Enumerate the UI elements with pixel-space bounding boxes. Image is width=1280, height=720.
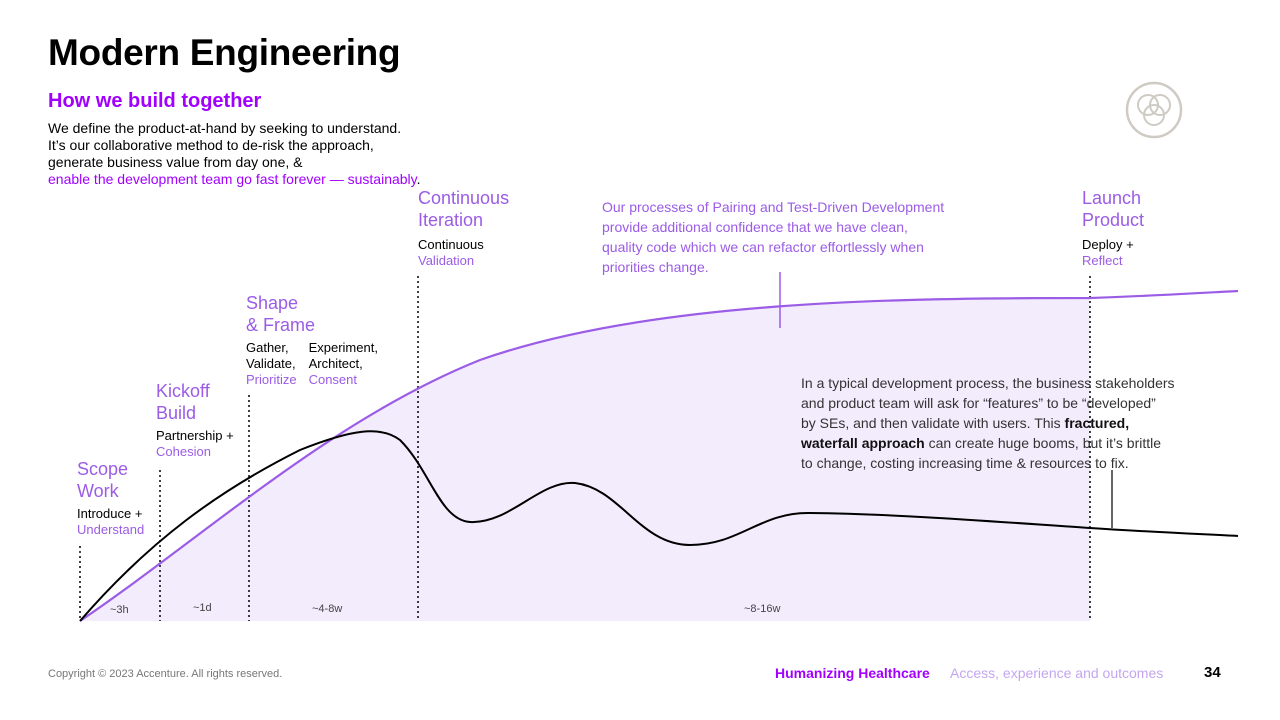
stage-shape-col-a: Gather, Validate, Prioritize [246,340,297,388]
tdd-callout-line-1: Our processes of Pairing and Test-Driven… [602,199,945,215]
duration-iteration: ~8-16w [744,603,781,615]
stage-launch-desc-2: Reflect [1082,253,1123,268]
stage-iteration-desc-1: Continuous [418,237,484,252]
stage-shape-col-a-2: Validate, [246,356,296,371]
stage-shape-col-b: Experiment, Architect, Consent [309,340,378,388]
stage-kickoff-title-1: Kickoff [156,381,210,401]
stage-iteration: Continuous Iteration Continuous Validati… [418,187,509,269]
tdd-callout: Our processes of Pairing and Test-Driven… [602,197,1002,277]
stage-launch: Launch Product Deploy + Reflect [1082,187,1144,269]
stage-shape-col-a-3: Prioritize [246,372,297,387]
stage-iteration-title-2: Iteration [418,210,484,230]
stage-shape-col-a-1: Gather, [246,340,289,355]
stage-scope: Scope Work Introduce + Understand [77,458,144,538]
waterfall-line-2: and product team will ask for “features”… [801,395,1156,411]
stage-kickoff-title-2: Build [156,403,197,423]
waterfall-curve [79,430,1239,622]
waterfall-line-1: In a typical development process, the bu… [801,375,1175,391]
footer-copyright: Copyright © 2023 Accenture. All rights r… [48,668,283,680]
stage-iteration-title-1: Continuous [418,188,510,208]
interlocking-circles-icon [1125,81,1183,139]
purple-curve-area [80,298,1090,621]
waterfall-line-5: to change, costing increasing time & res… [801,455,1129,471]
waterfall-line-3a: by SEs, and then validate with users. Th… [801,415,1065,431]
stage-shape-title-1: Shape [246,293,299,313]
waterfall-line-4: waterfall approach can create huge booms… [801,433,1231,453]
page-subtitle: How we build together [48,90,262,112]
stage-kickoff-desc-2: Cohesion [156,444,211,459]
stage-shape-col-b-1: Experiment, [308,340,378,355]
stage-iteration-desc-2: Validation [418,253,475,268]
tdd-callout-line-3: quality code which we can refactor effor… [602,239,924,255]
page-title: Modern Engineering [48,32,401,73]
waterfall-line-4b: can create huge booms, but it’s brittle [924,435,1162,451]
waterfall-line-3: by SEs, and then validate with users. Th… [801,413,1231,433]
stage-launch-title-1: Launch [1082,188,1142,208]
waterfall-callout: In a typical development process, the bu… [801,373,1231,473]
intro-period: . [416,171,421,187]
waterfall-line-4a: waterfall approach [801,435,925,451]
stage-scope-desc-2: Understand [77,522,145,537]
stage-shape-col-b-3: Consent [308,372,357,387]
stage-scope-desc-1: Introduce + [77,506,143,521]
duration-scope: ~3h [110,604,129,616]
stage-scope-title-1: Scope [77,459,129,479]
stage-kickoff-desc-1: Partnership + [156,428,234,443]
tdd-callout-line-2: provide additional confidence that we ha… [602,219,908,235]
stage-launch-desc-1: Deploy + [1082,237,1134,252]
footer-tagline: Access, experience and outcomes [950,665,1164,681]
intro-line-3: generate business value from day one, & [48,154,303,170]
tdd-callout-line-4: priorities change. [602,259,709,275]
sustainable-growth-curve [79,289,1239,622]
stage-launch-title-2: Product [1082,210,1145,230]
stage-shape-title-2: & Frame [246,315,316,335]
footer-brand: Humanizing Healthcare [775,665,930,681]
intro-line-2: It’s our collaborative method to de-risk… [48,137,374,153]
duration-kickoff: ~1d [193,602,212,614]
page-number: 34 [1204,664,1221,681]
stage-shape-col-b-2: Architect, [308,356,363,371]
duration-shape: ~4-8w [312,603,343,615]
waterfall-line-3b: fractured, [1064,415,1130,431]
intro-line-1: We define the product-at-hand by seeking… [48,120,402,136]
intro-highlight: enable the development team go fast fore… [48,171,417,187]
stage-scope-title-2: Work [77,481,119,501]
stage-kickoff: Kickoff Build Partnership + Cohesion [156,380,234,460]
intro-text: We define the product-at-hand by seeking… [48,120,528,188]
stage-shape: Shape & Frame Gather, Validate, Prioriti… [246,292,378,388]
intro-line-4: enable the development team go fast fore… [48,171,528,188]
